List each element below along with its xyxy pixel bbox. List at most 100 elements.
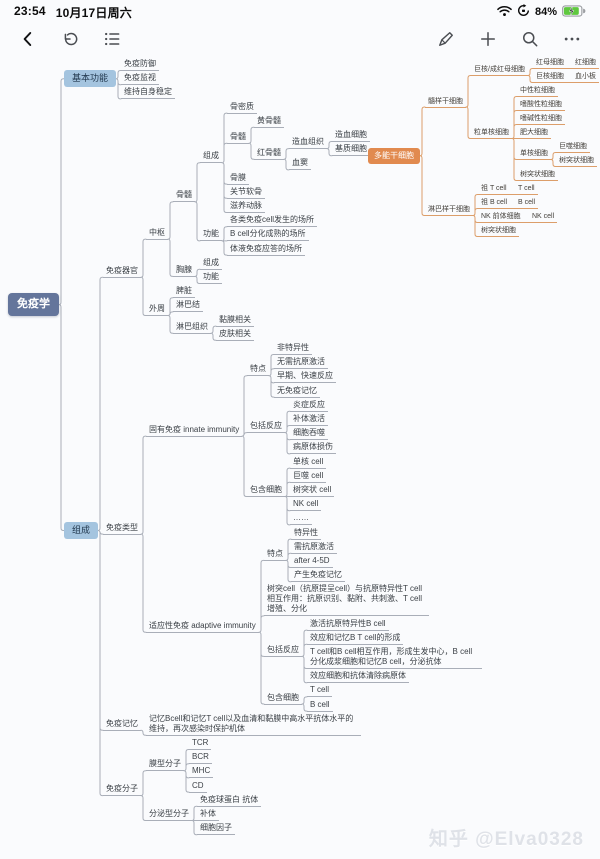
mindmap-node[interactable]: 树突状 cell <box>290 484 335 497</box>
mindmap-node[interactable]: 补体 <box>197 808 219 821</box>
mindmap-node[interactable]: 效应和记忆B T cell的形成 <box>307 632 404 645</box>
mindmap-node-oroot[interactable]: 多能干细胞 <box>368 147 420 164</box>
mindmap-node[interactable]: 产生免疫记忆 <box>291 569 345 583</box>
mindmap-node[interactable]: 祖 B cell <box>478 197 511 209</box>
mindmap-node[interactable]: 骨膜 <box>227 172 249 185</box>
mindmap-node[interactable]: 髓样干细胞 <box>425 96 466 108</box>
mindmap-node[interactable]: 组成 <box>200 257 222 270</box>
style-button[interactable] <box>430 24 462 54</box>
mindmap-node[interactable]: 膜型分子 <box>146 758 184 772</box>
mindmap-node-branch[interactable]: 基本功能 <box>64 70 117 88</box>
mindmap-node[interactable]: 免疫防御 <box>121 58 159 71</box>
mindmap-node[interactable]: B cell分化成熟的场所 <box>227 228 309 242</box>
mindmap-node[interactable]: 特异性 <box>291 527 321 540</box>
mindmap-node[interactable]: 外周 <box>146 303 168 316</box>
mindmap-node[interactable]: 血小板 <box>572 71 599 83</box>
mindmap-node[interactable]: 效应细胞和抗体清除病原体 <box>307 670 409 684</box>
mindmap-node[interactable]: 记忆Bcell和记忆T cell以及血清和黏膜中高水平抗体水平的维持，再次感染时… <box>146 713 361 736</box>
mindmap-node[interactable]: 单核 cell <box>290 456 327 469</box>
undo-button[interactable] <box>54 24 86 54</box>
mindmap-node[interactable]: 早期、快速反应 <box>274 370 336 384</box>
mindmap-node[interactable]: 特点 <box>247 363 269 377</box>
mindmap-node[interactable]: 免疫器官 <box>103 265 141 278</box>
mindmap-node[interactable]: 淋巴样干细胞 <box>425 204 473 216</box>
mindmap-node[interactable]: BCR <box>189 751 212 765</box>
mindmap-node[interactable]: 血窦 <box>289 157 311 171</box>
mindmap-node[interactable]: 包括反应 <box>264 644 302 657</box>
mindmap-node[interactable]: 包括反应 <box>247 420 285 434</box>
mindmap-node[interactable]: 嗜酸性粒细胞 <box>517 99 565 111</box>
mindmap-node[interactable]: …… <box>290 512 312 526</box>
mindmap-node[interactable]: 需抗原激活 <box>291 541 337 554</box>
mindmap-node[interactable]: 红母细胞 <box>533 57 567 69</box>
mindmap-node[interactable]: 巨核/成红母细胞 <box>471 64 528 76</box>
mindmap-node[interactable]: NK cell <box>529 211 558 223</box>
mindmap-node[interactable]: 胸腺 <box>173 264 195 277</box>
mindmap-node[interactable]: CD <box>189 780 207 793</box>
mindmap-node[interactable]: 包含细胞 <box>264 692 302 705</box>
mindmap-node[interactable]: 粒单核细胞 <box>471 127 512 139</box>
mindmap-node[interactable]: 细胞吞噬 <box>290 427 328 441</box>
mindmap-node[interactable]: 维持自身稳定 <box>121 86 175 100</box>
mindmap-node[interactable]: NK cell <box>290 498 322 512</box>
mindmap-node[interactable]: 补体激活 <box>290 413 328 426</box>
mindmap-node[interactable]: 各类免疫cell发生的场所 <box>227 214 318 228</box>
mindmap-node[interactable]: 祖 T cell <box>478 183 510 195</box>
mindmap-node[interactable]: 单核细胞 <box>517 148 551 160</box>
mindmap-node[interactable]: 免疫监视 <box>121 72 159 86</box>
more-button[interactable] <box>556 24 588 54</box>
mindmap-node[interactable]: B cell <box>307 699 333 712</box>
mindmap-node[interactable]: 红骨髓 <box>254 147 284 160</box>
mindmap-node[interactable]: 皮肤相关 <box>216 328 254 341</box>
mindmap-node-root[interactable]: 免疫学 <box>8 293 59 317</box>
mindmap-node[interactable]: 骨髓 <box>227 131 249 144</box>
mindmap-node[interactable]: 包含细胞 <box>247 484 285 497</box>
mindmap-node[interactable]: 树突状细胞 <box>478 225 519 237</box>
mindmap-node[interactable]: 淋巴组织 <box>173 321 211 334</box>
back-button[interactable] <box>12 24 44 54</box>
mindmap-node[interactable]: 嗜碱性粒细胞 <box>517 113 565 125</box>
mindmap-node[interactable]: after 4-5D <box>291 555 333 568</box>
mindmap-node[interactable]: NK 前体细胞 <box>478 211 524 223</box>
mindmap-node[interactable]: 病原体损伤 <box>290 441 336 455</box>
mindmap-node[interactable]: 免疫类型 <box>103 522 141 535</box>
mindmap-node[interactable]: 脾脏 <box>173 285 195 299</box>
mindmap-node[interactable]: 巨噬 cell <box>290 470 327 483</box>
mindmap-node[interactable]: 巨噬细胞 <box>556 141 590 153</box>
mindmap-node[interactable]: 体液免疫应答的场所 <box>227 243 305 256</box>
mindmap-node[interactable]: T cell和B cell相互作用，形成生发中心，B cell分化成浆细胞和记忆… <box>307 646 482 669</box>
mindmap-node[interactable]: 适应性免疫 adaptive immunity <box>146 620 259 633</box>
mindmap-node[interactable]: 激活抗原特异性B cell <box>307 618 389 631</box>
mindmap-node[interactable]: 无免疫记忆 <box>274 385 320 398</box>
add-node-button[interactable] <box>472 24 504 54</box>
mindmap-node[interactable]: 无需抗原激活 <box>274 356 328 370</box>
mindmap-node[interactable]: 肥大细胞 <box>517 127 551 139</box>
mindmap-node[interactable]: 基质细胞 <box>332 143 370 157</box>
mindmap-node[interactable]: 非特异性 <box>274 342 312 355</box>
mindmap-node[interactable]: 功能 <box>200 271 222 284</box>
outline-view-button[interactable] <box>96 24 128 54</box>
mindmap-node[interactable]: 树突cell（抗原提呈cell）与抗原特异性T cell相互作用：抗原识别、黏附… <box>264 583 429 617</box>
mindmap-node-branch[interactable]: 组成 <box>64 521 99 539</box>
mindmap-node[interactable]: 黏膜相关 <box>216 314 254 327</box>
search-button[interactable] <box>514 24 546 54</box>
mindmap-node[interactable]: 细胞因子 <box>197 822 235 836</box>
mindmap-node[interactable]: 中性粒细胞 <box>517 85 558 97</box>
mindmap-node[interactable]: 组成 <box>200 150 222 164</box>
mindmap-node[interactable]: 红细胞 <box>572 57 599 69</box>
mindmap-node[interactable]: MHC <box>189 765 214 779</box>
mindmap-node[interactable]: 巨核细胞 <box>533 71 567 83</box>
mindmap-node[interactable]: B cell <box>515 197 539 209</box>
mindmap-node[interactable]: 骨密质 <box>227 101 257 114</box>
mindmap-node[interactable]: 造血细胞 <box>332 129 370 142</box>
mindmap-node[interactable]: T cell <box>515 183 538 195</box>
mindmap-node[interactable]: 黄骨髓 <box>254 115 284 128</box>
mindmap-node[interactable]: 滋养动脉 <box>227 200 265 213</box>
mindmap-node[interactable]: 关节软骨 <box>227 186 265 199</box>
mindmap-node[interactable]: 淋巴结 <box>173 299 203 313</box>
mindmap-node[interactable]: 特点 <box>264 548 286 561</box>
mindmap-node[interactable]: T cell <box>307 684 332 698</box>
mindmap-node[interactable]: 免疫分子 <box>103 783 141 797</box>
mindmap-node[interactable]: 炎症反应 <box>290 399 328 412</box>
